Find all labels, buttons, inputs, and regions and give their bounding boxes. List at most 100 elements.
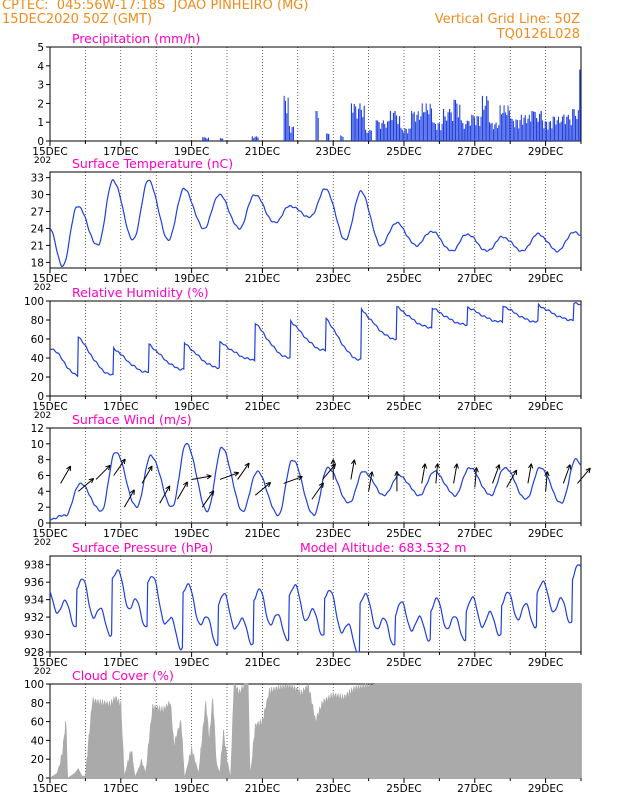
precip-bar [362,117,364,141]
precip-bar [385,127,387,141]
wind-arrow [60,465,72,484]
precip-bar [462,123,464,141]
precip-bar [507,105,509,141]
precip-bar [452,120,454,141]
y-tick-label: 938 [24,560,44,572]
x-tick-label: 15DEC [32,401,67,413]
precip-bar [436,129,438,141]
panel-subtitle-press: Model Altitude: 683.532 m [300,540,466,555]
wind-arrow [191,474,212,480]
precip-bar [433,122,435,141]
year-label: 202 [34,411,51,421]
precip-bar [491,122,493,141]
y-tick-label: 2 [37,502,44,514]
panel-title-temp: Surface Temperature (nC) [72,156,233,171]
x-tick-label: 15DEC [32,146,67,158]
precip-bar [518,128,520,141]
y-tick-label: 2 [37,98,44,110]
vertical-grid-note: Vertical Grid Line: 50Z [434,12,580,27]
precip-bar [561,116,563,141]
x-tick-label: 15DEC [32,657,67,669]
precip-bar [556,120,558,141]
year-label: 202 [34,283,51,293]
precip-bar [440,130,442,141]
x-tick-label: 15DEC [32,783,67,795]
precip-bar [441,123,443,141]
wind-arrow [141,465,153,484]
x-tick-label: 27DEC [457,146,492,158]
precip-bar [498,125,500,141]
precip-bar [404,128,406,141]
y-tick-label: 60 [31,717,44,729]
precip-bar [379,128,382,141]
series-line-press [49,564,582,653]
precip-bar [569,119,571,141]
precip-bar [438,123,440,141]
precip-bar [547,129,549,141]
precip-bar [357,108,360,141]
x-tick-label: 23DEC [315,528,350,540]
x-tick-label: 25DEC [386,273,421,285]
wind-arrow [330,459,336,480]
y-tick-label: 0 [37,136,44,148]
precip-bar [317,117,319,141]
precip-bar [528,114,530,141]
x-tick-label: 25DEC [386,401,421,413]
precip-bar [256,136,258,141]
precip-bar [481,95,483,141]
precip-bar [460,120,462,141]
y-tick-label: 80 [31,315,44,327]
precip-bar [503,105,505,141]
precip-bar [499,105,501,141]
precip-bar [563,114,565,141]
precip-bar [370,130,372,141]
precip-bar [283,95,285,141]
precip-bar [484,105,486,141]
precip-bar [206,138,208,141]
y-tick-label: 4 [37,486,44,498]
y-tick-label: 40 [31,735,44,747]
precip-bar [413,111,415,141]
y-tick-label: 928 [24,647,44,659]
wind-arrow [311,482,324,500]
precip-bar [326,133,328,141]
precip-bar [511,118,513,141]
precip-bar [397,123,399,141]
wind-arrow [506,469,518,488]
wind-arrow [577,467,591,484]
precip-bar [476,115,478,141]
x-tick-label: 25DEC [386,657,421,669]
precip-bar [377,120,379,141]
panel-frame-wind [49,427,582,524]
precip-bar [479,126,481,141]
x-tick-label: 21DEC [245,783,280,795]
precip-bar [490,123,492,141]
x-tick-label: 27DEC [457,401,492,413]
precip-bar [477,116,479,141]
precip-bar [447,112,449,141]
wind-arrow [201,490,215,508]
station-header: CPTEC: 045:56W-17:18S JOAO PINHEIRO (MG) [2,0,309,13]
precip-bar [457,117,459,141]
precip-bar [456,103,458,141]
panel-title-precip: Precipitation (mm/h) [72,31,200,46]
x-tick-label: 17DEC [103,528,138,540]
precip-bar [398,116,401,141]
series-line-wind [49,443,582,521]
precip-bar [542,120,544,141]
x-tick-label: 19DEC [174,528,209,540]
precip-bar [487,100,489,141]
precip-bar [527,118,529,141]
y-tick-label: 3 [37,80,44,92]
precip-bar [366,132,368,141]
precip-bar [355,106,357,141]
precip-bar [429,103,431,141]
precip-bar [535,118,538,141]
wind-arrow [562,464,572,484]
precip-bar [449,109,451,141]
precip-bar [559,123,561,141]
precip-bar [492,129,494,141]
precip-bar [416,114,418,141]
wind-arrow [283,475,303,484]
